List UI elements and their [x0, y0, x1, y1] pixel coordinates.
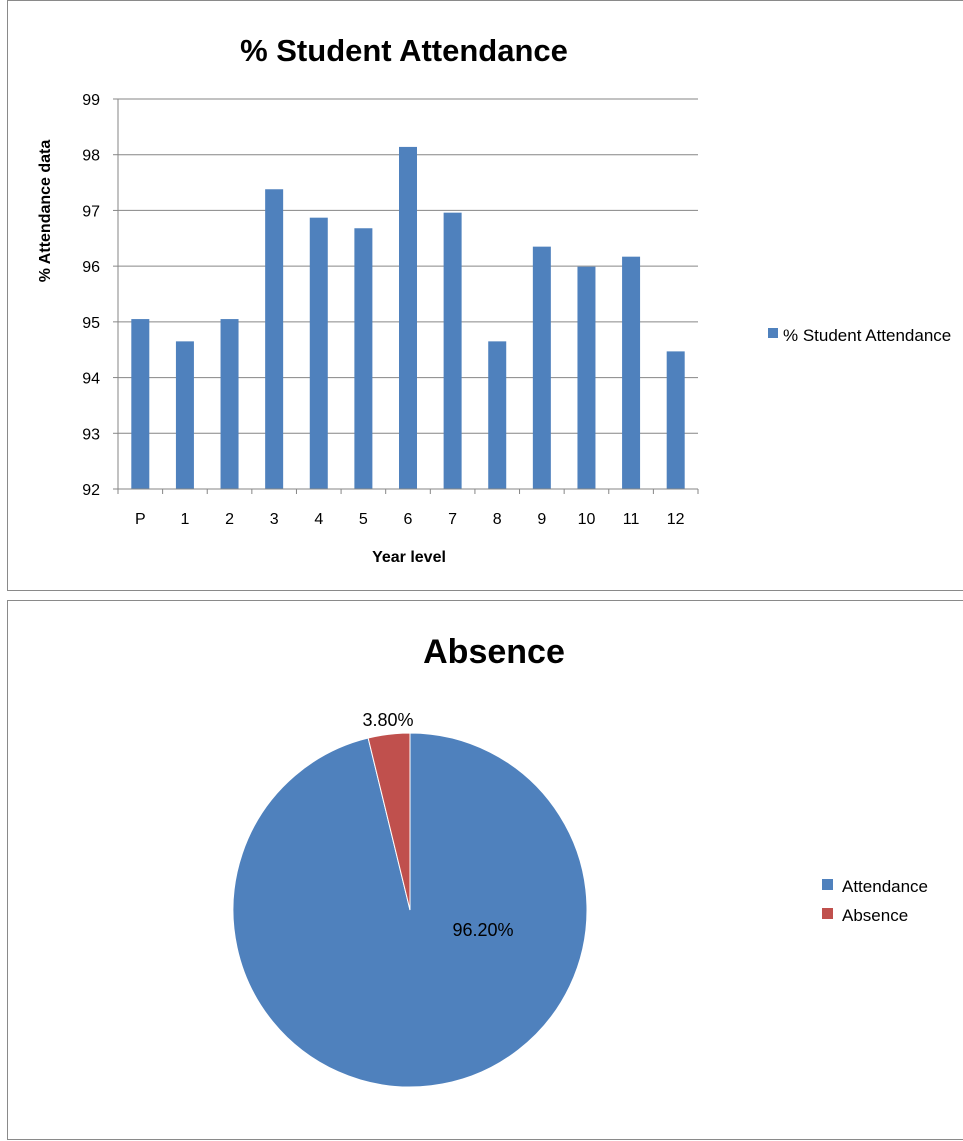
x-tick-label: 11 [623, 511, 640, 528]
bar [577, 266, 596, 489]
bar [443, 212, 462, 489]
bar-legend-swatch [768, 328, 778, 338]
pie-slices [232, 732, 588, 1088]
x-tick-label: 12 [667, 511, 685, 528]
pie-chart: Absence 96.20% 3.80% Attendance Absence [232, 633, 928, 1088]
pie-legend-label: Attendance [842, 877, 928, 896]
x-tick-label: 4 [314, 511, 323, 528]
pie-chart-title: Absence [423, 633, 565, 671]
y-tick-label: 99 [82, 92, 100, 109]
bar-legend-label: % Student Attendance [783, 326, 951, 345]
x-tick-label: 3 [270, 511, 279, 528]
pie-legend-swatch [822, 908, 833, 919]
bar [175, 341, 194, 489]
x-tick-label: 5 [359, 511, 368, 528]
x-axis-title: Year level [372, 549, 446, 566]
y-tick-label: 93 [82, 426, 100, 443]
pie-data-label-attendance: 96.20% [452, 920, 513, 940]
pie-data-labels: 96.20% 3.80% [362, 710, 513, 940]
pie-legend: Attendance Absence [822, 877, 928, 925]
y-tick-label: 94 [82, 371, 100, 388]
x-tick-label: 9 [537, 511, 546, 528]
bar [354, 228, 373, 489]
y-tick-label: 98 [82, 148, 100, 165]
pie-legend-label: Absence [842, 906, 908, 925]
pie-legend-swatch [822, 879, 833, 890]
y-tick-label: 92 [82, 482, 100, 499]
y-tick-label: 97 [82, 203, 100, 220]
bar [622, 256, 641, 489]
x-tick-label: 8 [493, 511, 502, 528]
bar-legend: % Student Attendance [768, 326, 951, 345]
bar [666, 351, 685, 489]
x-tick-label: 2 [225, 511, 234, 528]
pie-data-label-absence: 3.80% [362, 710, 413, 730]
x-tick-label: 6 [404, 511, 413, 528]
bar-series [131, 146, 685, 489]
bar [309, 217, 328, 489]
x-tick-label: P [135, 511, 146, 528]
bar-y-tick-labels: 92 93 94 95 96 97 98 99 [82, 92, 100, 499]
x-tick-label: 1 [180, 511, 189, 528]
bar [220, 319, 239, 489]
bar [532, 246, 551, 489]
y-tick-label: 95 [82, 315, 100, 332]
y-tick-label: 96 [82, 259, 100, 276]
bar [399, 146, 417, 489]
x-tick-label: 7 [448, 511, 457, 528]
bar [488, 341, 507, 489]
pie-slice-absence [367, 732, 411, 911]
bar-x-tick-labels: P 1 2 3 4 5 6 7 8 9 10 11 12 [135, 511, 685, 528]
bar [131, 319, 150, 489]
bar-chart-title: % Student Attendance [240, 33, 568, 68]
y-axis-title: % Attendance data [37, 140, 54, 283]
x-tick-label: 10 [578, 511, 596, 528]
pie-chart-frame: Absence 96.20% 3.80% Attendance Absence [7, 600, 963, 1140]
bar-axes [117, 99, 699, 494]
bar [265, 189, 284, 489]
